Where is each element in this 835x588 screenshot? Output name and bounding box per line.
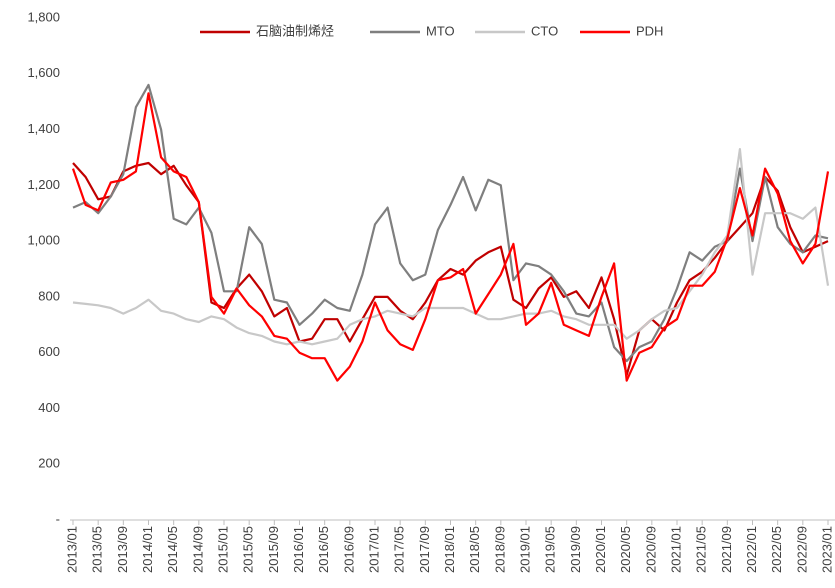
x-tick-label: 2022/09: [794, 526, 809, 573]
x-tick-label: 2022/05: [769, 526, 784, 573]
legend-label: MTO: [426, 23, 455, 38]
legend-label: PDH: [636, 23, 663, 38]
x-tick-label: 2015/09: [266, 526, 281, 573]
series-line: [71, 92, 830, 382]
y-tick-label: 1,600: [27, 65, 60, 80]
x-tick-label: 2022/01: [744, 526, 759, 573]
x-tick-label: 2016/05: [316, 526, 331, 573]
legend-label: CTO: [531, 23, 558, 38]
x-tick-label: 2015/01: [215, 526, 230, 573]
y-tick-label: -: [56, 511, 60, 526]
x-tick-label: 2017/01: [366, 526, 381, 573]
x-tick-label: 2016/09: [341, 526, 356, 573]
x-tick-label: 2017/05: [392, 526, 407, 573]
x-tick-label: 2019/05: [543, 526, 558, 573]
y-tick-label: 600: [38, 344, 60, 359]
x-tick-label: 2013/09: [115, 526, 130, 573]
x-tick-label: 2018/09: [492, 526, 507, 573]
x-tick-label: 2021/09: [719, 526, 734, 573]
y-tick-label: 400: [38, 400, 60, 415]
x-tick-label: 2014/05: [165, 526, 180, 573]
x-tick-label: 2021/01: [668, 526, 683, 573]
x-tick-label: 2019/01: [517, 526, 532, 573]
x-tick-label: 2020/01: [593, 526, 608, 573]
x-tick-label: 2016/01: [291, 526, 306, 573]
x-tick-label: 2013/05: [90, 526, 105, 573]
x-tick-label: 2021/05: [694, 526, 709, 573]
x-tick-label: 2014/09: [190, 526, 205, 573]
y-tick-label: 1,000: [27, 233, 60, 248]
series-line: [72, 148, 830, 346]
y-tick-label: 1,400: [27, 121, 60, 136]
x-tick-label: 2018/01: [442, 526, 457, 573]
y-tick-label: 200: [38, 456, 60, 471]
legend-label: 石脑油制烯烃: [256, 23, 334, 38]
x-tick-label: 2018/05: [467, 526, 482, 573]
x-tick-label: 2019/09: [568, 526, 583, 573]
x-tick-label: 2020/09: [643, 526, 658, 573]
x-tick-label: 2023/01: [819, 526, 834, 573]
y-tick-label: 1,800: [27, 9, 60, 24]
y-tick-label: 1,200: [27, 177, 60, 192]
x-tick-label: 2015/05: [241, 526, 256, 573]
x-tick-label: 2014/01: [140, 526, 155, 573]
y-tick-label: 800: [38, 288, 60, 303]
x-tick-label: 2020/05: [618, 526, 633, 573]
x-tick-label: 2017/09: [417, 526, 432, 573]
x-tick-label: 2013/01: [64, 526, 79, 573]
